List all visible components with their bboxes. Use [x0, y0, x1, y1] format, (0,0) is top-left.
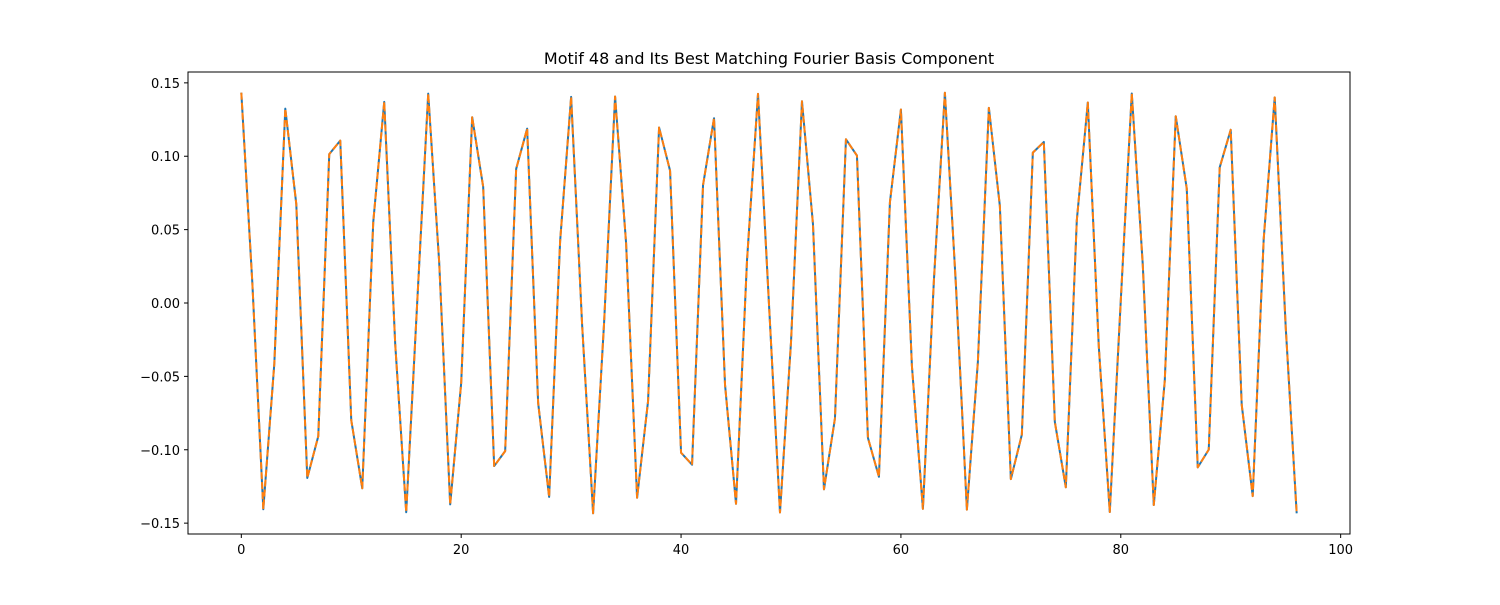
x-tick-label: 0 — [237, 543, 245, 558]
plot-area — [240, 91, 1298, 515]
y-tick-label: −0.10 — [140, 444, 180, 459]
y-tick-label: 0.15 — [151, 77, 180, 92]
x-tick-label: 100 — [1328, 543, 1353, 558]
series-line-fourier — [240, 91, 1298, 515]
y-tick-label: 0.10 — [151, 150, 180, 165]
y-tick-label: 0.05 — [151, 224, 180, 239]
x-tick-label: 80 — [1113, 543, 1130, 558]
axes-frame — [187, 71, 1351, 535]
x-axis: 0 20 40 60 80 100 — [237, 534, 1353, 558]
y-tick-label: −0.15 — [140, 517, 180, 532]
x-tick-label: 60 — [893, 543, 910, 558]
chart-title: Motif 48 and Its Best Matching Fourier B… — [544, 49, 994, 68]
x-tick-label: 20 — [453, 543, 470, 558]
y-axis: 0.15 0.10 0.05 0.00 −0.05 −0.10 −0.15 — [140, 77, 188, 532]
y-tick-label: 0.00 — [151, 297, 180, 312]
y-tick-label: −0.05 — [140, 370, 180, 385]
x-tick-label: 40 — [673, 543, 690, 558]
